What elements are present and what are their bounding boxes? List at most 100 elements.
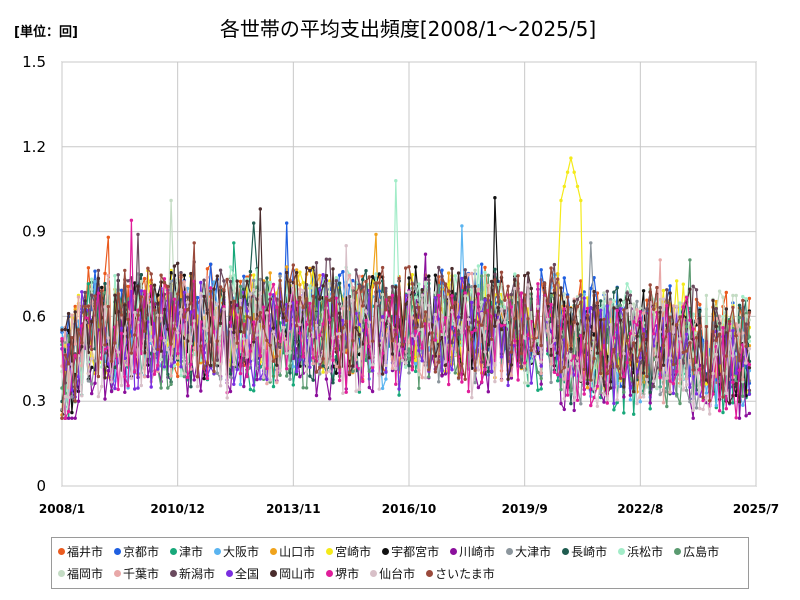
data-point [242, 274, 246, 278]
data-point [90, 287, 94, 291]
data-point [717, 289, 722, 293]
data-point [476, 320, 481, 324]
data-point [476, 287, 481, 291]
data-point [367, 275, 371, 279]
data-point [665, 404, 669, 409]
data-point [658, 368, 662, 372]
data-point [668, 390, 672, 394]
data-point [218, 384, 223, 388]
data-point [126, 284, 130, 289]
data-point [711, 329, 715, 334]
data-point [162, 338, 167, 343]
data-point [698, 316, 702, 320]
data-point [708, 412, 712, 416]
data-point [308, 301, 312, 306]
data-point [678, 377, 682, 381]
data-point [747, 392, 752, 396]
data-point [298, 283, 302, 287]
data-point [526, 383, 530, 388]
data-point [334, 371, 338, 375]
data-point [615, 398, 619, 402]
legend-marker [326, 570, 334, 577]
legend-label: 新潟市 [179, 567, 216, 581]
data-point [106, 235, 111, 239]
data-point [549, 302, 553, 307]
data-point [265, 381, 269, 386]
line-chart: 各世帯の平均支出頻度[2008/1～2025/5] [単位：回] 0 0.3 0… [14, 17, 779, 516]
data-point [235, 367, 239, 372]
data-point [76, 328, 81, 332]
data-point [90, 293, 94, 297]
x-tick-label: 2016/10 [382, 502, 436, 516]
data-point [536, 304, 540, 309]
data-point [493, 267, 497, 271]
data-point [645, 307, 649, 311]
data-point [354, 268, 358, 272]
data-point [423, 252, 428, 256]
data-point [341, 270, 345, 274]
data-point [572, 170, 576, 174]
data-point [172, 360, 177, 364]
legend-marker [326, 548, 334, 555]
data-point [238, 306, 243, 310]
data-point [602, 400, 606, 404]
data-point [443, 360, 448, 364]
data-point [176, 331, 180, 335]
data-point [608, 386, 613, 390]
data-point [116, 350, 120, 354]
data-point [215, 358, 219, 362]
data-point [691, 284, 695, 288]
data-point [480, 311, 484, 316]
data-point [658, 310, 662, 314]
data-point [486, 342, 490, 347]
legend-marker [214, 548, 222, 555]
data-point [622, 374, 626, 379]
data-point [556, 277, 560, 281]
data-point [450, 368, 454, 372]
data-point [232, 362, 236, 367]
legend-item: さいたま市 [426, 563, 495, 584]
data-point [404, 361, 408, 365]
data-point [612, 290, 616, 294]
data-point [179, 373, 183, 378]
legend-label: 福井市 [67, 545, 104, 559]
data-point [242, 358, 246, 362]
data-point [209, 286, 213, 290]
data-point [413, 337, 418, 341]
data-point [119, 331, 124, 336]
data-point [218, 321, 223, 326]
data-point [139, 273, 143, 277]
data-point [661, 343, 666, 348]
data-point [529, 359, 533, 363]
data-point [536, 282, 540, 286]
data-point [552, 288, 557, 292]
x-tick-label: 2013/11 [266, 502, 320, 516]
data-point [638, 356, 642, 360]
data-point [413, 287, 418, 291]
data-point [602, 392, 606, 396]
data-point [123, 303, 127, 307]
data-point [126, 279, 130, 283]
data-point [499, 355, 504, 359]
data-point [632, 412, 636, 416]
data-point [304, 297, 309, 301]
data-point [169, 271, 173, 275]
data-point [698, 302, 702, 307]
data-point [483, 350, 487, 354]
data-point [146, 374, 150, 379]
data-point [413, 369, 418, 374]
data-point [589, 378, 593, 382]
data-point [96, 276, 101, 281]
data-point [437, 360, 441, 364]
data-point [506, 383, 510, 388]
data-point [228, 372, 233, 376]
data-point [579, 293, 583, 297]
data-point [579, 402, 583, 406]
data-point [585, 381, 590, 386]
data-point [744, 314, 748, 318]
data-point [496, 300, 500, 304]
data-point [139, 295, 143, 299]
data-point [536, 388, 540, 392]
data-point [599, 371, 603, 376]
data-point [179, 273, 183, 277]
